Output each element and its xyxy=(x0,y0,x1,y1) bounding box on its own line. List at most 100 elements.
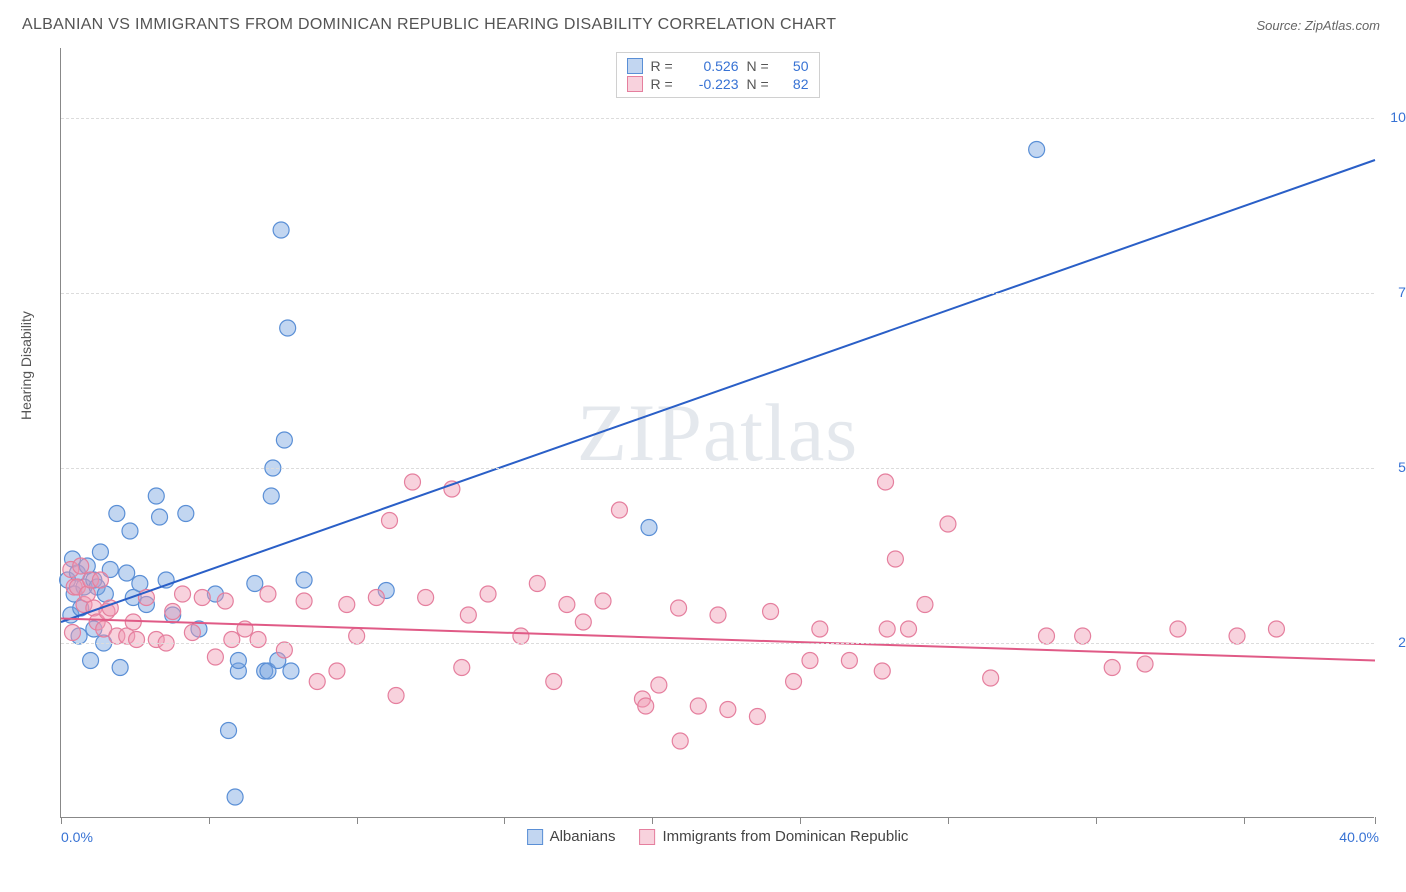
scatter-svg xyxy=(61,48,1374,817)
data-point xyxy=(194,590,210,606)
data-point xyxy=(382,513,398,529)
data-point xyxy=(178,506,194,522)
data-point xyxy=(273,222,289,238)
data-point xyxy=(276,642,292,658)
data-point xyxy=(221,723,237,739)
r-value-b: -0.223 xyxy=(685,76,739,92)
series-a-label: Albanians xyxy=(550,828,616,845)
y-tick-label: 7.5% xyxy=(1398,284,1406,300)
data-point xyxy=(611,502,627,518)
x-axis-max-label: 40.0% xyxy=(1339,829,1379,845)
data-point xyxy=(529,576,545,592)
swatch-series-b xyxy=(627,76,643,92)
data-point xyxy=(1039,628,1055,644)
data-point xyxy=(1229,628,1245,644)
n-value-b: 82 xyxy=(781,76,809,92)
data-point xyxy=(296,572,312,588)
x-tick xyxy=(800,817,801,824)
data-point xyxy=(92,544,108,560)
data-point xyxy=(671,600,687,616)
data-point xyxy=(1075,628,1091,644)
data-point xyxy=(546,674,562,690)
data-point xyxy=(368,590,384,606)
y-axis-label: Hearing Disability xyxy=(18,311,34,420)
data-point xyxy=(710,607,726,623)
data-point xyxy=(1137,656,1153,672)
data-point xyxy=(460,607,476,623)
data-point xyxy=(480,586,496,602)
data-point xyxy=(152,509,168,525)
data-point xyxy=(112,660,128,676)
data-point xyxy=(125,614,141,630)
stats-legend: R = 0.526 N = 50 R = -0.223 N = 82 xyxy=(616,52,820,98)
data-point xyxy=(122,523,138,539)
data-point xyxy=(749,709,765,725)
data-point xyxy=(349,628,365,644)
chart-plot-area: ZIPatlas R = 0.526 N = 50 R = -0.223 N =… xyxy=(60,48,1374,818)
gridline xyxy=(61,293,1374,294)
data-point xyxy=(690,698,706,714)
data-point xyxy=(224,632,240,648)
gridline xyxy=(61,118,1374,119)
data-point xyxy=(720,702,736,718)
data-point xyxy=(283,663,299,679)
data-point xyxy=(575,614,591,630)
data-point xyxy=(878,474,894,490)
n-label: N = xyxy=(747,58,773,74)
n-value-a: 50 xyxy=(781,58,809,74)
n-label: N = xyxy=(747,76,773,92)
data-point xyxy=(64,625,80,641)
data-point xyxy=(812,621,828,637)
data-point xyxy=(148,488,164,504)
x-tick xyxy=(209,817,210,824)
r-label: R = xyxy=(651,76,677,92)
data-point xyxy=(309,674,325,690)
data-point xyxy=(1268,621,1284,637)
data-point xyxy=(983,670,999,686)
data-point xyxy=(879,621,895,637)
swatch-series-b-bottom xyxy=(639,829,655,845)
x-tick xyxy=(652,817,653,824)
data-point xyxy=(454,660,470,676)
data-point xyxy=(641,520,657,536)
x-tick xyxy=(504,817,505,824)
x-tick xyxy=(1096,817,1097,824)
data-point xyxy=(260,586,276,602)
data-point xyxy=(763,604,779,620)
data-point xyxy=(1029,142,1045,158)
gridline xyxy=(61,468,1374,469)
data-point xyxy=(109,506,125,522)
data-point xyxy=(841,653,857,669)
data-point xyxy=(559,597,575,613)
data-point xyxy=(165,604,181,620)
r-label: R = xyxy=(651,58,677,74)
data-point xyxy=(638,698,654,714)
data-point xyxy=(83,653,99,669)
data-point xyxy=(119,565,135,581)
swatch-series-a-bottom xyxy=(527,829,543,845)
r-value-a: 0.526 xyxy=(685,58,739,74)
data-point xyxy=(184,625,200,641)
data-point xyxy=(339,597,355,613)
x-tick xyxy=(61,817,62,824)
data-point xyxy=(230,653,246,669)
x-tick xyxy=(948,817,949,824)
data-point xyxy=(276,432,292,448)
data-point xyxy=(802,653,818,669)
x-tick xyxy=(1244,817,1245,824)
y-tick-label: 10.0% xyxy=(1390,109,1406,125)
trend-line xyxy=(61,160,1375,622)
source-attribution: Source: ZipAtlas.com xyxy=(1256,18,1380,33)
data-point xyxy=(296,593,312,609)
data-point xyxy=(901,621,917,637)
data-point xyxy=(1170,621,1186,637)
data-point xyxy=(217,593,233,609)
data-point xyxy=(404,474,420,490)
data-point xyxy=(73,558,89,574)
x-tick xyxy=(1375,817,1376,824)
y-tick-label: 2.5% xyxy=(1398,634,1406,650)
data-point xyxy=(247,576,263,592)
data-point xyxy=(418,590,434,606)
data-point xyxy=(129,632,145,648)
data-point xyxy=(786,674,802,690)
